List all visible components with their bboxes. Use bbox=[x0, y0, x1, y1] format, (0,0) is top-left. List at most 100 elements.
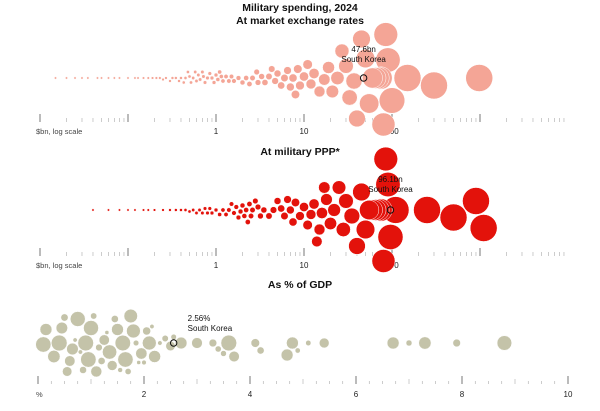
data-point bbox=[439, 203, 468, 232]
data-point bbox=[213, 207, 219, 213]
data-point bbox=[273, 197, 282, 205]
data-point bbox=[265, 212, 273, 220]
data-point bbox=[226, 207, 232, 213]
data-point bbox=[413, 196, 441, 224]
data-point bbox=[202, 80, 208, 85]
data-point bbox=[107, 208, 110, 212]
data-point bbox=[294, 347, 301, 354]
data-point bbox=[250, 338, 260, 348]
data-point bbox=[201, 74, 206, 79]
data-point bbox=[197, 207, 202, 213]
data-point bbox=[355, 48, 376, 69]
data-point bbox=[280, 212, 289, 220]
highlight-value: 2.56% bbox=[188, 314, 211, 323]
panel-title: At military PPP* bbox=[260, 146, 340, 158]
data-point bbox=[348, 237, 366, 255]
data-point bbox=[55, 321, 68, 335]
data-point bbox=[118, 76, 121, 80]
data-point bbox=[220, 350, 227, 357]
tick-label: 6 bbox=[354, 390, 359, 399]
tick-label: 4 bbox=[248, 390, 253, 399]
data-point bbox=[283, 195, 292, 204]
data-point bbox=[73, 76, 77, 80]
data-point bbox=[334, 43, 350, 59]
data-point bbox=[149, 324, 155, 329]
panel-title: As % of GDP bbox=[268, 279, 332, 291]
data-point bbox=[117, 351, 134, 368]
data-point bbox=[319, 337, 330, 349]
data-point bbox=[235, 214, 242, 221]
data-point bbox=[220, 207, 226, 213]
data-point bbox=[60, 313, 69, 322]
data-point bbox=[378, 87, 406, 114]
data-point bbox=[77, 349, 83, 355]
data-point bbox=[253, 68, 260, 76]
data-point bbox=[393, 64, 422, 92]
tick-label: 8 bbox=[460, 390, 465, 399]
data-point bbox=[288, 217, 298, 227]
data-point bbox=[352, 29, 371, 49]
axis-unit-label: $bn, log scale bbox=[36, 261, 82, 270]
data-point bbox=[249, 207, 256, 213]
data-point bbox=[177, 79, 181, 83]
data-point bbox=[174, 336, 188, 350]
data-point bbox=[220, 78, 226, 84]
data-point bbox=[97, 357, 106, 365]
data-point bbox=[179, 76, 183, 80]
data-point bbox=[244, 219, 251, 225]
data-point bbox=[217, 212, 222, 217]
data-point bbox=[308, 198, 320, 210]
data-point bbox=[62, 366, 73, 377]
data-point bbox=[117, 367, 123, 373]
data-point bbox=[452, 338, 461, 348]
data-point bbox=[198, 77, 203, 82]
data-point bbox=[313, 85, 326, 98]
data-point bbox=[371, 112, 396, 137]
data-point bbox=[228, 351, 240, 362]
data-point bbox=[168, 208, 172, 212]
data-point bbox=[345, 72, 363, 90]
data-point bbox=[66, 342, 79, 356]
data-point bbox=[189, 80, 193, 85]
data-point bbox=[150, 76, 155, 80]
data-point bbox=[231, 210, 237, 216]
data-point bbox=[141, 208, 146, 212]
data-point bbox=[299, 71, 309, 82]
data-point bbox=[316, 207, 328, 219]
data-point bbox=[254, 79, 262, 86]
data-point bbox=[135, 347, 148, 360]
data-point bbox=[174, 208, 178, 212]
data-point bbox=[148, 350, 161, 363]
data-point bbox=[65, 76, 68, 80]
data-point bbox=[187, 209, 192, 214]
data-point bbox=[79, 366, 87, 374]
data-point bbox=[154, 76, 158, 80]
data-point bbox=[265, 73, 273, 80]
data-point bbox=[237, 208, 244, 215]
data-point bbox=[359, 93, 380, 114]
data-point bbox=[286, 336, 299, 350]
data-point bbox=[313, 223, 326, 236]
data-point bbox=[280, 348, 294, 362]
data-point bbox=[252, 197, 259, 205]
data-point bbox=[302, 219, 313, 231]
tick-label: 10 bbox=[300, 261, 309, 270]
data-point bbox=[141, 76, 146, 80]
data-point bbox=[219, 74, 224, 79]
data-point bbox=[126, 76, 130, 80]
highlight-marker bbox=[359, 74, 368, 82]
tick-label: 1 bbox=[214, 261, 219, 270]
panel-title: At market exchange rates bbox=[236, 15, 364, 27]
data-point bbox=[462, 187, 490, 215]
data-point bbox=[465, 64, 493, 92]
data-point bbox=[161, 208, 165, 212]
data-point bbox=[469, 214, 498, 242]
data-point bbox=[305, 209, 317, 220]
data-point bbox=[246, 201, 253, 207]
data-point bbox=[187, 74, 192, 79]
data-point bbox=[83, 320, 99, 336]
data-point bbox=[70, 311, 86, 327]
data-point bbox=[208, 338, 218, 348]
